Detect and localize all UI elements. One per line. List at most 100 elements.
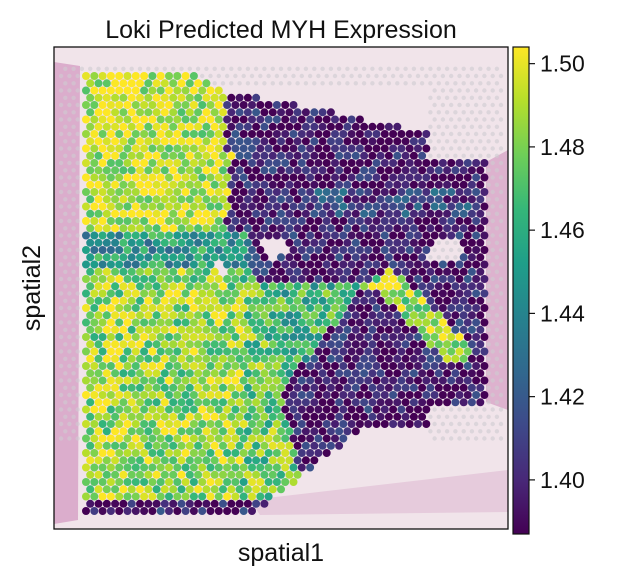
expression-spot bbox=[297, 202, 306, 211]
expression-spot bbox=[123, 72, 132, 80]
empty-spot bbox=[494, 371, 500, 376]
expression-spot bbox=[343, 412, 352, 421]
expression-spot bbox=[202, 282, 211, 291]
empty-spot bbox=[386, 81, 392, 86]
empty-spot bbox=[63, 371, 68, 376]
expression-spot bbox=[339, 202, 348, 211]
expression-spot bbox=[243, 354, 252, 363]
expression-spot bbox=[206, 246, 215, 254]
empty-spot bbox=[71, 298, 76, 303]
expression-spot bbox=[169, 441, 178, 450]
expression-spot bbox=[181, 376, 190, 385]
empty-spot bbox=[104, 66, 110, 72]
empty-spot bbox=[494, 226, 500, 231]
expression-spot bbox=[169, 456, 178, 465]
expression-spot bbox=[185, 499, 194, 508]
expression-spot bbox=[202, 470, 211, 479]
expression-spot bbox=[136, 267, 144, 276]
empty-spot bbox=[312, 66, 317, 72]
expression-spot bbox=[206, 376, 215, 385]
empty-spot bbox=[440, 407, 446, 412]
empty-spot bbox=[498, 334, 504, 340]
expression-spot bbox=[119, 456, 128, 465]
expression-spot bbox=[256, 304, 265, 312]
expression-spot bbox=[173, 130, 182, 138]
expression-spot bbox=[90, 217, 99, 225]
expression-spot bbox=[268, 441, 277, 450]
expression-spot bbox=[194, 470, 203, 479]
expression-spot bbox=[281, 188, 290, 196]
expression-spot bbox=[293, 267, 302, 276]
expression-spot bbox=[281, 405, 290, 414]
expression-spot bbox=[335, 311, 344, 320]
expression-spot bbox=[119, 166, 128, 175]
expression-spot bbox=[297, 391, 306, 399]
expression-spot bbox=[210, 93, 219, 102]
expression-spot bbox=[86, 267, 95, 276]
expression-spot bbox=[318, 398, 327, 407]
expression-spot bbox=[260, 398, 269, 407]
expression-spot bbox=[393, 325, 402, 334]
empty-spot bbox=[436, 255, 441, 260]
expression-spot bbox=[82, 86, 90, 95]
expression-spot bbox=[119, 282, 128, 291]
empty-spot bbox=[428, 255, 433, 260]
expression-spot bbox=[219, 311, 227, 320]
empty-spot bbox=[490, 436, 495, 441]
expression-spot bbox=[194, 383, 203, 392]
expression-spot bbox=[214, 318, 223, 327]
expression-spot bbox=[243, 427, 252, 436]
expression-spot bbox=[181, 115, 190, 124]
expression-spot bbox=[219, 340, 227, 349]
expression-spot bbox=[194, 311, 203, 320]
empty-spot bbox=[245, 66, 251, 72]
expression-spot bbox=[106, 144, 115, 153]
expression-spot bbox=[297, 347, 306, 356]
expression-spot bbox=[173, 478, 182, 486]
expression-spot bbox=[414, 260, 422, 269]
expression-spot bbox=[131, 144, 140, 153]
expression-spot bbox=[285, 166, 294, 175]
expression-spot bbox=[169, 369, 178, 378]
expression-spot bbox=[326, 282, 335, 291]
expression-spot bbox=[131, 101, 140, 109]
expression-spot bbox=[144, 267, 153, 276]
expression-spot bbox=[177, 398, 186, 407]
expression-spot bbox=[434, 340, 443, 349]
expression-spot bbox=[467, 166, 476, 175]
expression-spot bbox=[272, 304, 281, 312]
expression-spot bbox=[165, 101, 173, 109]
expression-spot bbox=[405, 304, 414, 312]
expression-spot bbox=[326, 253, 335, 262]
empty-spot bbox=[465, 146, 470, 151]
expression-spot bbox=[115, 391, 124, 399]
expression-spot bbox=[293, 311, 302, 320]
expression-spot bbox=[140, 333, 149, 341]
expression-spot bbox=[106, 434, 115, 443]
expression-spot bbox=[148, 463, 157, 472]
expression-spot bbox=[198, 391, 207, 399]
empty-spot bbox=[444, 81, 450, 86]
expression-spot bbox=[144, 180, 153, 189]
expression-spot bbox=[239, 260, 248, 269]
expression-spot bbox=[127, 441, 136, 450]
empty-spot bbox=[270, 66, 275, 72]
expression-spot bbox=[368, 369, 377, 378]
expression-spot bbox=[480, 275, 489, 283]
expression-spot bbox=[152, 441, 161, 450]
expression-spot bbox=[227, 296, 236, 305]
expression-spot bbox=[115, 159, 124, 167]
expression-spot bbox=[106, 507, 115, 515]
expression-spot bbox=[351, 166, 360, 175]
expression-spot bbox=[376, 180, 385, 189]
expression-spot bbox=[181, 130, 190, 138]
expression-spot bbox=[268, 296, 277, 305]
empty-spot bbox=[478, 81, 483, 86]
expression-spot bbox=[239, 405, 248, 414]
expression-spot bbox=[156, 86, 165, 95]
empty-spot bbox=[453, 414, 458, 419]
expression-spot bbox=[301, 412, 310, 421]
expression-spot bbox=[376, 122, 385, 131]
expression-spot bbox=[301, 108, 310, 117]
expression-spot bbox=[422, 144, 431, 153]
